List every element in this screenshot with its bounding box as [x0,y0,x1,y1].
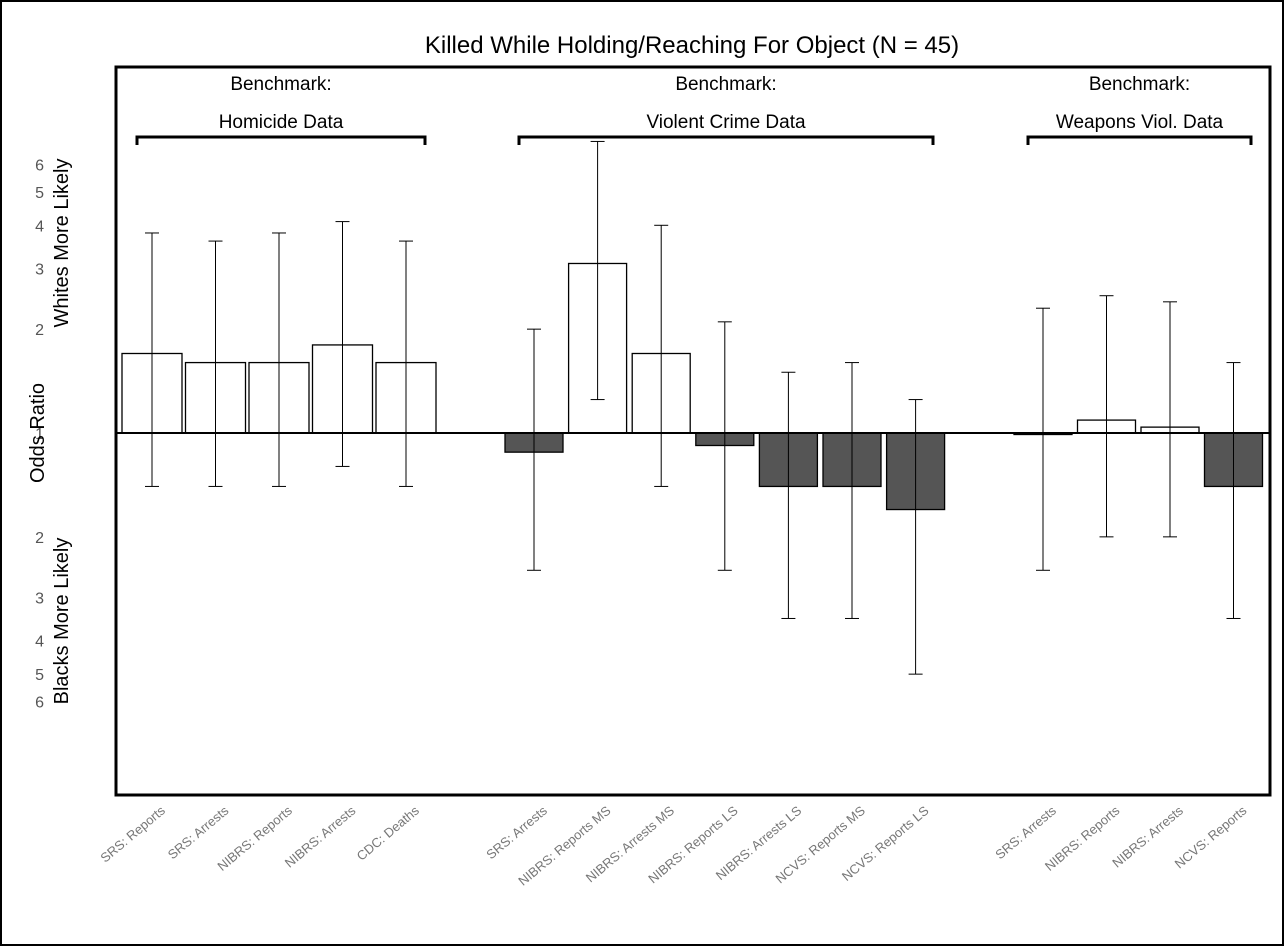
y-lower-label: Blacks More Likely [51,538,73,705]
group-label-line1: Benchmark: [675,74,776,95]
group-bracket [1026,135,1253,145]
y-tick-lower: 2 [35,530,44,547]
y-upper-label: Whites More Likely [51,159,73,328]
group-bracket [135,135,427,145]
group-label-line2: Homicide Data [219,112,344,133]
group-label-line2: Weapons Viol. Data [1056,112,1224,133]
group-bracket [517,135,935,145]
y-tick-upper: 5 [35,185,44,202]
y-tick-labels: 2 3 4 5 6 2 3 4 5 6 1 [35,158,44,712]
x-tick-label: SRS: Arrests [483,802,550,862]
bars [121,262,1264,511]
plot-frame [114,65,1272,797]
x-tick-label: SRS: Arrests [992,802,1059,862]
group-labels: Benchmark: Homicide Data Benchmark: Violent… [135,74,1253,145]
y-tick-lower: 5 [35,667,44,684]
x-tick-label: CDC: Deaths [354,802,423,863]
y-tick-baseline: 1 [35,426,44,443]
y-tick-upper: 4 [35,218,44,235]
x-tick-label: SRS: Reports [97,802,168,865]
y-tick-lower: 3 [35,591,44,608]
y-tick-lower: 4 [35,634,44,651]
group-label-line2: Violent Crime Data [646,112,806,133]
y-tick-upper: 3 [35,261,44,278]
y-tick-lower: 6 [35,694,44,711]
error-bars [145,140,1241,675]
y-axis-label: Odds Ratio [27,383,49,483]
y-tick-upper: 2 [35,322,44,339]
x-tick-label: SRS: Arrests [165,802,232,862]
group-label-line1: Benchmark: [230,74,331,95]
y-tick-upper: 6 [35,158,44,175]
group-label-line1: Benchmark: [1089,74,1190,95]
chart-title: Killed While Holding/Reaching For Object… [425,32,959,59]
